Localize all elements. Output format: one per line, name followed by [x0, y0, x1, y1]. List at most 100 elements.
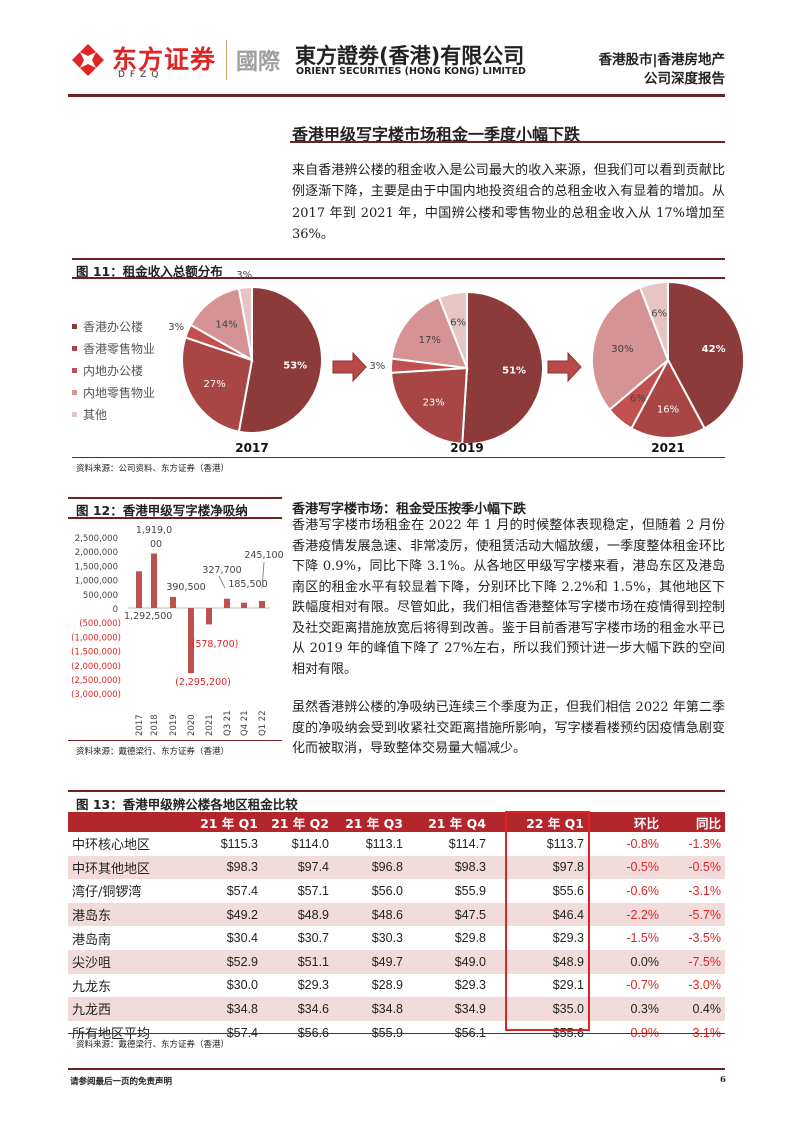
header-rule [68, 94, 725, 97]
value-cell: $115.3 [220, 836, 258, 851]
column-header: 21 年 Q4 [407, 812, 490, 832]
pie-data-label: 51% [502, 365, 526, 376]
column-header: 21 年 Q1 [193, 812, 262, 832]
table-row: 九龙东 $30.0 $29.3 $28.9 $29.3 $29.1 -0.7% -3.0% [68, 974, 725, 998]
value-cell: $34.6 [262, 997, 333, 1021]
legend-label: 其他 [83, 408, 108, 422]
disclaimer-link[interactable]: 请参阅最后一页的免责声明 [70, 1077, 173, 1087]
legend-label: 内地办公楼 [83, 364, 144, 378]
x-tick-label: 2018 [150, 714, 160, 736]
pie-data-label: 30% [611, 344, 633, 355]
bar [241, 602, 247, 608]
table-row: 尖沙咀 $52.9 $51.1 $49.7 $49.0 $48.9 0.0% -7.5% [68, 949, 725, 974]
pie-charts: 53% 27% 3% 14% 3% 2017 51% 23% 3% 17% 6% 2019 42% 16%… [168, 270, 745, 455]
value-cell: -0.5% [588, 855, 663, 880]
y-tick-label: 2,000,000 [75, 548, 118, 558]
bar [206, 608, 212, 625]
pie-slice [667, 280, 745, 430]
y-tick-label: 1,500,000 [75, 562, 118, 572]
region-cell: 所有地区平均 [72, 1027, 151, 1043]
value-cell: $29.3 [454, 978, 486, 993]
legend-swatch [72, 412, 77, 417]
pie-2017: 53% 27% 3% 14% 3% 2017 [168, 270, 323, 455]
pie-slice [638, 280, 669, 361]
value-cell: $29.3 [552, 931, 584, 946]
report-type: 公司深度报告 [644, 71, 725, 87]
value-cell: $52.9 [193, 949, 262, 974]
bar [136, 571, 142, 608]
y-tick-label: (2,000,000) [71, 662, 121, 672]
x-tick-label: 2019 [169, 714, 179, 736]
pie-slice [591, 286, 670, 412]
value-cell: 0.3% [588, 997, 663, 1021]
logo-text: 东方证券 [112, 45, 217, 74]
fig13-source: 资料来源：戴德梁行、东方证券（香港） [76, 1040, 230, 1050]
x-tick-label: 2017 [135, 714, 145, 736]
value-cell: 0.0% [588, 949, 663, 974]
bar [224, 598, 230, 608]
legend-swatch [72, 346, 77, 351]
pie-data-label: 17% [419, 335, 441, 346]
pie-data-label: 6% [450, 318, 466, 329]
bar-chart: 2,500,000 2,000,000 1,500,000 1,000,000 500,… [71, 525, 284, 736]
footer-rule [68, 1068, 725, 1070]
fig11-bottom-rule [72, 457, 725, 458]
leader-line [261, 561, 265, 589]
legend-swatch [72, 390, 77, 395]
table-row: 中环其他地区 $98.3 $97.4 $96.8 $98.3 $97.8 -0.5% -0.5… [68, 855, 725, 880]
legend-label: 香港零售物业 [83, 342, 156, 356]
section-rule [290, 141, 725, 143]
legend-item: 其他 [72, 406, 107, 423]
pie-slice [390, 366, 469, 445]
y-tick-label: 1,000,000 [75, 577, 118, 587]
bar-data-label: 185,500 [228, 579, 267, 590]
value-cell: $30.0 [226, 978, 258, 993]
value-cell: $113.1 [365, 836, 403, 851]
pie-data-label: 3% [168, 322, 184, 333]
region-cell: 港岛东 [68, 902, 193, 927]
legend-swatch [72, 368, 77, 373]
bar-data-label: 390,500 [166, 582, 205, 593]
page-number: 6 [720, 1075, 726, 1085]
legend-label: 内地零售物业 [83, 386, 156, 400]
pie-slice [437, 290, 468, 369]
table-row: 湾仔/铜锣湾 $57.4 $57.1 $56.0 $55.9 $55.6 -0.6% -3.1… [68, 879, 725, 903]
value-cell: -3.0% [688, 978, 721, 993]
pie-slice [390, 296, 469, 370]
bar [188, 608, 194, 674]
value-cell: $34.8 [333, 997, 407, 1021]
market-text: 香港写字楼市场租金在 2022 年 1 月的时候整体表现稳定，但随着 2 月份香… [292, 516, 725, 760]
x-tick-label: 2020 [187, 714, 197, 736]
bar-data-label: 1,919,0 [136, 525, 172, 536]
legend-item: 内地零售物业 [72, 384, 155, 401]
value-cell: $48.9 [490, 949, 588, 974]
value-cell: -7.5% [663, 949, 725, 974]
value-cell: $55.6 [552, 883, 584, 898]
x-tick-label: Q1 22 [258, 710, 268, 736]
value-cell: $47.5 [407, 902, 490, 927]
column-header: 同比 [663, 812, 725, 832]
fig12-source: 资料来源：戴德梁行、东方证券（香港） [76, 747, 230, 757]
y-tick-label: (3,000,000) [71, 690, 121, 700]
pie-data-label: 6% [651, 308, 667, 319]
value-cell: $30.4 [226, 931, 258, 946]
arrow-right-icon [547, 351, 582, 383]
pie-data-label: 3% [236, 270, 252, 281]
fig12-title: 图 12：香港甲级写字楼净吸纳 [76, 503, 248, 518]
bar-data-label: (578,700) [192, 639, 239, 650]
table-row: 九龙西 $34.8 $34.6 $34.8 $34.9 $35.0 0.3% 0.4% [68, 997, 725, 1021]
y-tick-label: (1,000,000) [71, 633, 121, 643]
value-cell: $98.3 [193, 855, 262, 880]
x-tick-label: Q4 21 [240, 710, 250, 736]
bar-data-label: 00 [150, 539, 162, 550]
pie-2021: 42% 16% 6% 30% 6% 2021 [591, 280, 745, 455]
value-cell: -1.5% [626, 931, 659, 946]
bar-data-label: 1,292,500 [124, 611, 172, 622]
pie-slice [461, 290, 544, 445]
x-tick-label: 2021 [205, 714, 215, 736]
table-row: 所有地区平均 $57.4 $56.6 $55.9 $56.1 $55.6 -0.9% -3.1… [68, 1021, 725, 1045]
region-cell: 尖沙咀 [68, 949, 193, 974]
market-paragraph-1: 香港写字楼市场租金在 2022 年 1 月的时候整体表现稳定，但随着 2 月份香… [292, 518, 725, 677]
table-row: 中环核心地区 $115.3 $114.0 $113.1 $114.7 $113.7 -0.8… [68, 832, 725, 856]
value-cell: $30.3 [371, 931, 403, 946]
